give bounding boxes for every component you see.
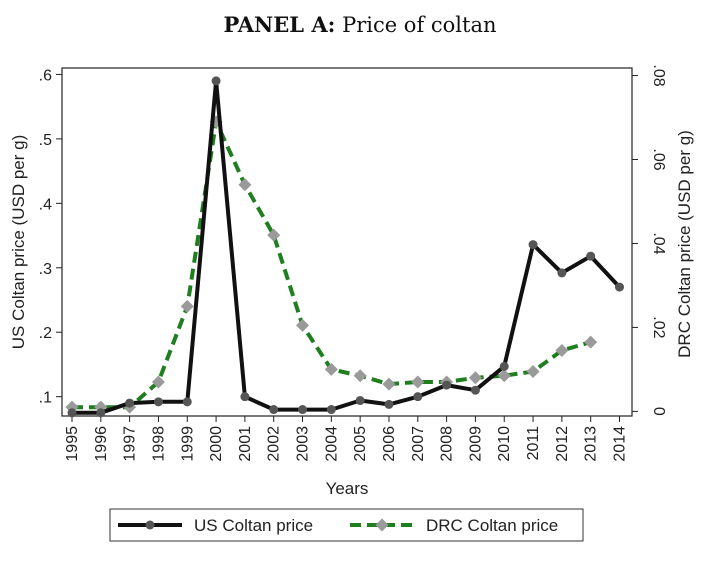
legend: US Coltan price DRC Coltan price: [109, 508, 584, 542]
axes: .1 .2 .3 .4 .5 .6 0 .02 .04 .06 .08 1995 1996 1997 199…: [9, 64, 694, 498]
y-right-tick-label: .04: [650, 232, 667, 254]
x-tick-label: 2001: [237, 426, 254, 462]
x-tick-label: 1995: [64, 426, 81, 462]
x-tick-label: 2014: [612, 426, 629, 462]
us-price-point: [125, 398, 135, 408]
y-left-tick-label: .4: [39, 196, 52, 213]
chart-title-text: Price of coltan: [342, 13, 497, 37]
x-tick-label: 2002: [266, 426, 283, 462]
us-price-point: [413, 392, 423, 402]
y-right-tick-label: .02: [650, 316, 667, 338]
us-price-point: [442, 380, 452, 390]
y-left-tick-label: .2: [39, 325, 52, 342]
us-price-point: [269, 405, 279, 415]
x-tick-label: 1997: [122, 426, 139, 462]
y-left-tick-label: .5: [39, 132, 52, 149]
y-left-axis-label: US Coltan price (USD per g): [9, 135, 28, 349]
drc-price-point: [497, 369, 511, 383]
drc-price-point: [238, 178, 252, 192]
x-tick-label: 2009: [467, 426, 484, 462]
x-tick-label: 2008: [439, 426, 456, 462]
us-price-point: [615, 282, 624, 292]
us-price-point: [326, 405, 336, 415]
legend-drc-label: DRC Coltan price: [426, 516, 558, 535]
drc-price-point: [382, 377, 396, 391]
legend-box: [109, 508, 584, 542]
us-price-point: [557, 268, 567, 278]
x-tick-label: 1996: [93, 426, 110, 462]
x-tick-label: 1999: [179, 426, 196, 462]
chart-title: PANEL A: Price of coltan: [0, 12, 720, 37]
us-price-point: [499, 361, 509, 371]
drc-price-point: [555, 344, 569, 358]
us-price-point: [67, 408, 77, 418]
us-price-point: [384, 399, 394, 409]
drc-price-point: [267, 228, 281, 242]
plot-frame: [61, 67, 633, 417]
y-right-axis-label: DRC Coltan price (USD per g): [675, 130, 694, 358]
x-axis-label: Years: [326, 479, 369, 498]
us-price-point: [211, 76, 221, 86]
us-price-point: [240, 392, 250, 402]
y-right-tick-label: .06: [650, 148, 667, 170]
us-price-point: [182, 397, 192, 407]
us-price-point: [96, 408, 106, 418]
us-price-line: [72, 78, 621, 415]
y-left-tick-label: .6: [39, 67, 52, 84]
drc-price-point: [584, 335, 598, 349]
drc-price-point: [353, 369, 367, 383]
drc-price-point: [296, 318, 310, 332]
legend-us-label: US Coltan price: [194, 516, 313, 535]
us-price-point: [470, 385, 480, 395]
x-tick-label: 2005: [352, 426, 369, 462]
x-tick-label: 2006: [381, 426, 398, 462]
y-right-tick-label: .08: [650, 64, 667, 86]
x-tick-label: 2012: [554, 426, 571, 462]
x-tick-label: 2011: [525, 426, 542, 461]
drc-price-point: [180, 299, 194, 313]
us-price-point: [355, 396, 365, 406]
y-left-tick-label: .1: [39, 390, 52, 407]
panel-label: PANEL A:: [223, 12, 336, 37]
x-tick-label: 2007: [410, 426, 427, 462]
drc-price-point: [151, 375, 165, 389]
us-price-point: [528, 240, 538, 250]
us-price-point: [153, 397, 163, 407]
x-tick-label: 2000: [208, 426, 225, 462]
x-tick-label: 2013: [583, 426, 600, 462]
drc-price-point: [411, 375, 425, 389]
legend-us-marker: [145, 520, 155, 530]
legend-drc-marker: [375, 518, 389, 532]
y-left-tick-label: .3: [39, 261, 52, 278]
series-lines: [65, 76, 624, 418]
drc-price-point: [526, 365, 540, 379]
y-right-tick-label: 0: [650, 407, 667, 416]
drc-price-point: [468, 371, 482, 385]
x-tick-label: 2003: [295, 426, 312, 462]
x-tick-label: 2010: [496, 426, 513, 462]
us-price-point: [586, 251, 596, 261]
x-tick-label: 1998: [150, 426, 167, 462]
drc-price-point: [324, 362, 338, 376]
x-tick-label: 2004: [323, 426, 340, 462]
us-price-point: [298, 405, 308, 415]
